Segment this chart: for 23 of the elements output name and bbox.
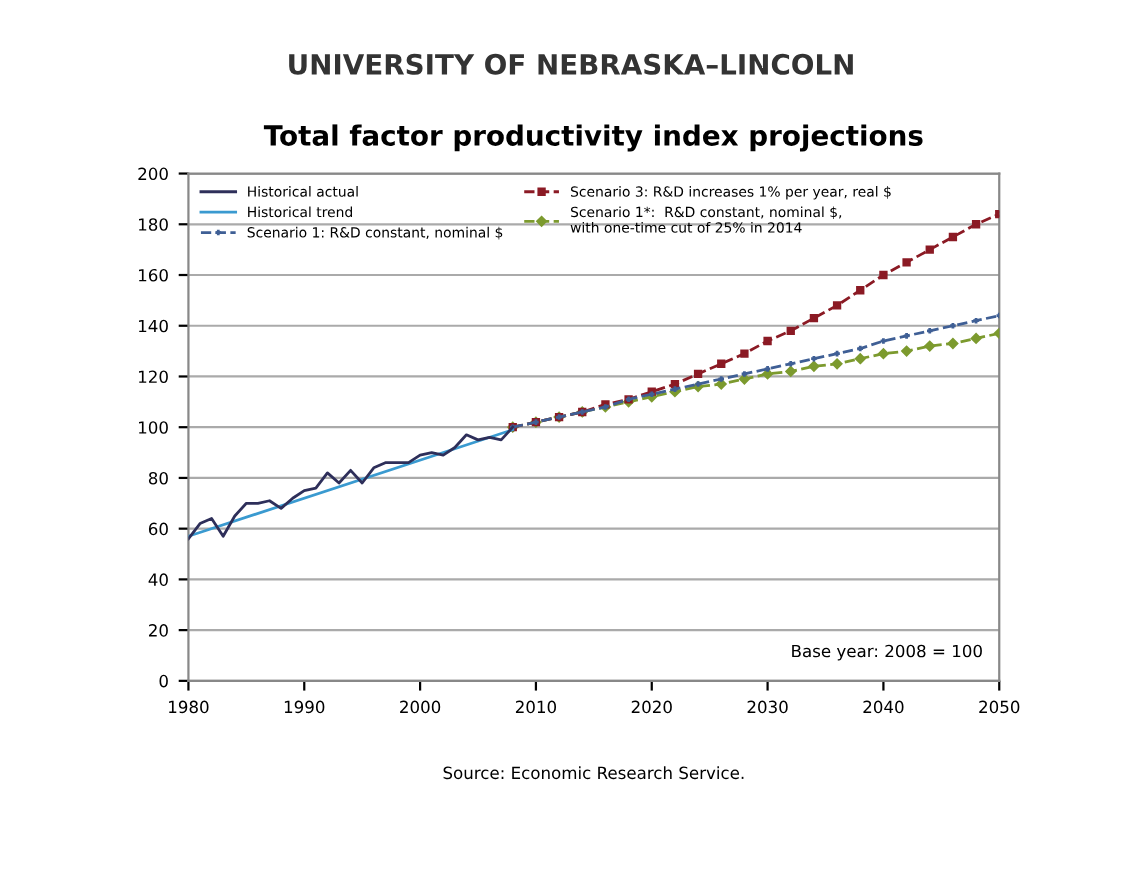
x-tick-label: 1980 xyxy=(169,700,209,714)
y-tick-label: 180 xyxy=(139,218,168,231)
y-tick-label: 120 xyxy=(139,370,168,384)
x-tick-label: 2000 xyxy=(400,700,441,714)
y-tick-label: 200 xyxy=(138,167,168,181)
y-tick-label: 40 xyxy=(148,573,168,586)
x-tick-label: 2010 xyxy=(515,700,557,714)
source-note: Source: Economic Research Service. xyxy=(443,766,744,780)
y-tick-label: 160 xyxy=(139,268,168,282)
x-tick-label: 2020 xyxy=(631,700,672,714)
y-tick-label: 20 xyxy=(149,624,168,637)
y-tick-label: 0 xyxy=(159,674,168,688)
text: UNIVERSITY OF NEBRASKA–LINCOLN xyxy=(289,53,853,75)
x-tick-label: 2030 xyxy=(747,700,788,714)
chart-title: Total factor productivity index projections xyxy=(263,124,923,152)
y-tick-label: 80 xyxy=(148,471,168,485)
x-tick-label: 2050 xyxy=(979,700,1020,714)
x-tick-label: 2040 xyxy=(863,700,904,714)
y-tick-label: 140 xyxy=(139,319,168,333)
y-tick-label: 60 xyxy=(148,522,168,536)
y-tick-label: 100 xyxy=(139,421,168,434)
x-tick-label: 1990 xyxy=(284,700,325,714)
annotation: Base year: 2008 = 100 xyxy=(792,644,982,661)
